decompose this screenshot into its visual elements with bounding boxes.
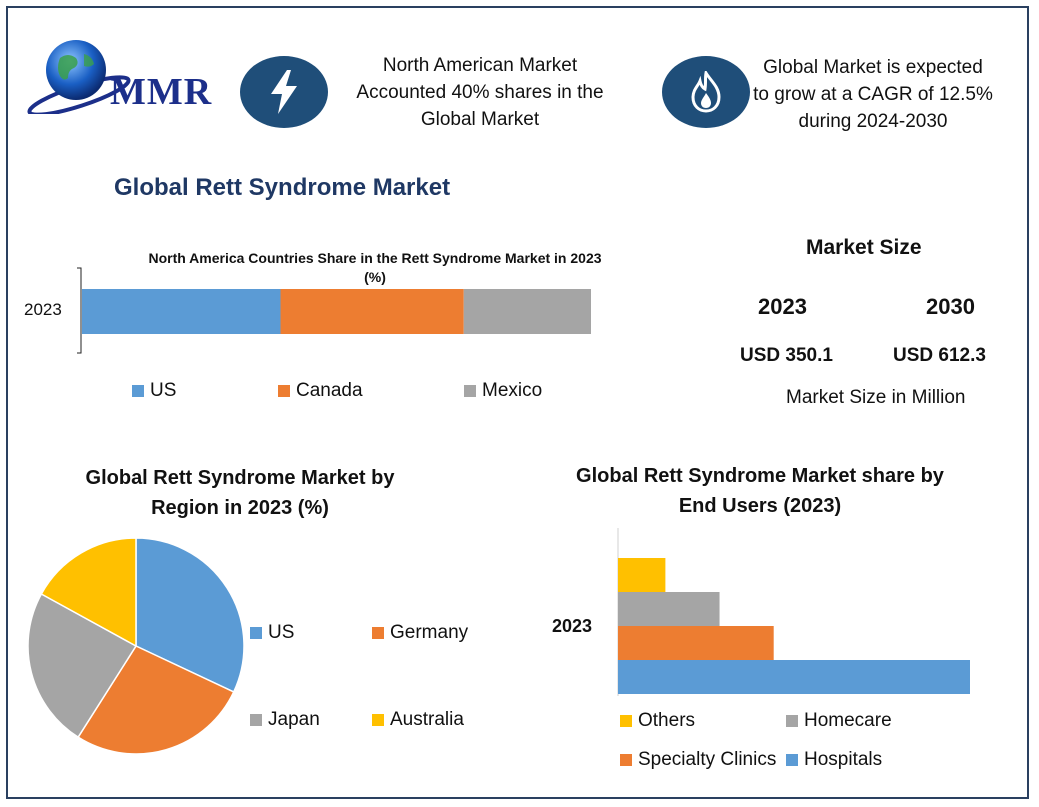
legend-label: US	[268, 622, 295, 643]
market-size-year-2023: 2023	[758, 294, 807, 319]
stacked-bar-chart	[77, 267, 591, 354]
enduser-bar-chart	[617, 528, 970, 696]
pie-chart-title-line: Region in 2023 (%)	[151, 497, 329, 519]
main-title: Global Rett Syndrome Market	[114, 174, 451, 201]
pie-chart-title-line: Global Rett Syndrome Market by	[85, 467, 395, 489]
bar-mexico	[463, 289, 591, 334]
legend-item-germany: Germany	[372, 622, 468, 644]
enduser-category-label: 2023	[552, 616, 593, 636]
info1-line: Accounted 40% shares in the	[356, 82, 604, 103]
legend-swatch	[620, 715, 632, 727]
bar-others	[618, 558, 666, 592]
axis-bracket	[77, 267, 82, 354]
legend-swatch	[372, 627, 384, 639]
pie-slice-germany	[77, 645, 235, 755]
legend-swatch	[786, 754, 798, 766]
bar-canada	[280, 289, 464, 334]
legend-label: Mexico	[482, 380, 543, 401]
pie-chart	[27, 537, 245, 755]
info2-line: during 2024-2030	[798, 111, 948, 132]
legend-item-others: Others	[620, 710, 695, 732]
legend-swatch	[620, 754, 632, 766]
logo: MMR	[24, 34, 224, 114]
stacked-legend: US Canada Mexico	[132, 380, 632, 404]
flame-icon	[691, 71, 721, 113]
info1-text: North American Market Accounted 40% shar…	[330, 52, 630, 133]
info2-icon-circle	[662, 56, 750, 128]
info2-line: to grow at a CAGR of 12.5%	[753, 84, 993, 105]
legend-item-japan: Japan	[250, 709, 320, 731]
legend-swatch	[372, 714, 384, 726]
stacked-chart-title: North America Countries Share in the Ret…	[100, 249, 650, 287]
pie-slice-us	[135, 537, 245, 693]
logo-text: MMR	[110, 71, 213, 113]
info2-line: Global Market is expected	[763, 57, 983, 78]
legend-item-specialty-clinics: Specialty Clinics	[620, 749, 776, 771]
legend-label: Specialty Clinics	[638, 749, 777, 770]
legend-item-australia: Australia	[372, 709, 464, 731]
legend-label: Germany	[390, 622, 469, 643]
market-size-note: Market Size in Million	[786, 387, 966, 408]
stacked-chart-title-line: (%)	[364, 269, 386, 285]
enduser-chart-title: Global Rett Syndrome Market share by End…	[540, 461, 980, 521]
stacked-category-label: 2023	[24, 300, 62, 319]
pie-chart-title: Global Rett Syndrome Market by Region in…	[40, 463, 440, 523]
info1-line: North American Market	[382, 55, 578, 76]
legend-label: US	[150, 380, 177, 401]
pie-slice-australia	[40, 537, 137, 648]
bar-specialty-clinics	[618, 626, 774, 660]
legend-item-canada: Canada	[278, 380, 363, 402]
legend-item-hospitals: Hospitals	[786, 749, 882, 771]
legend-swatch	[464, 385, 476, 397]
legend-swatch	[278, 385, 290, 397]
market-size-year-2030: 2030	[926, 294, 975, 319]
enduser-legend: Others Homecare Specialty Clinics Hospit…	[620, 710, 1000, 780]
legend-label: Homecare	[804, 710, 892, 731]
pie-slice-japan	[27, 592, 138, 739]
legend-item-us: US	[132, 380, 176, 402]
globe-icon	[27, 40, 131, 114]
bar-us	[82, 289, 281, 334]
market-size-title: Market Size	[806, 236, 922, 259]
lightning-icon	[271, 70, 297, 114]
market-size-value-2030: USD 612.3	[893, 345, 986, 366]
enduser-chart-title-line: Global Rett Syndrome Market share by	[576, 465, 944, 487]
pie-legend: US Germany Japan Australia	[250, 622, 490, 734]
legend-item-mexico: Mexico	[464, 380, 542, 402]
legend-item-homecare: Homecare	[786, 710, 892, 732]
legend-swatch	[250, 714, 262, 726]
legend-label: Hospitals	[804, 749, 883, 770]
outer-frame	[6, 6, 1029, 799]
legend-swatch	[132, 385, 144, 397]
legend-swatch	[786, 715, 798, 727]
info2-text: Global Market is expected to grow at a C…	[740, 54, 1006, 135]
info1-line: Global Market	[420, 109, 540, 130]
legend-item-us: US	[250, 622, 294, 644]
enduser-chart-title-line: End Users (2023)	[678, 495, 842, 517]
bar-hospitals	[618, 660, 970, 694]
info1-icon-circle	[240, 56, 328, 128]
legend-label: Japan	[268, 709, 320, 730]
legend-label: Australia	[390, 709, 464, 730]
legend-label: Canada	[296, 380, 363, 401]
legend-swatch	[250, 627, 262, 639]
stacked-chart-title-line: North America Countries Share in the Ret…	[148, 250, 602, 266]
bar-homecare	[618, 592, 720, 626]
market-size-value-2023: USD 350.1	[740, 345, 833, 366]
legend-label: Others	[638, 710, 696, 731]
